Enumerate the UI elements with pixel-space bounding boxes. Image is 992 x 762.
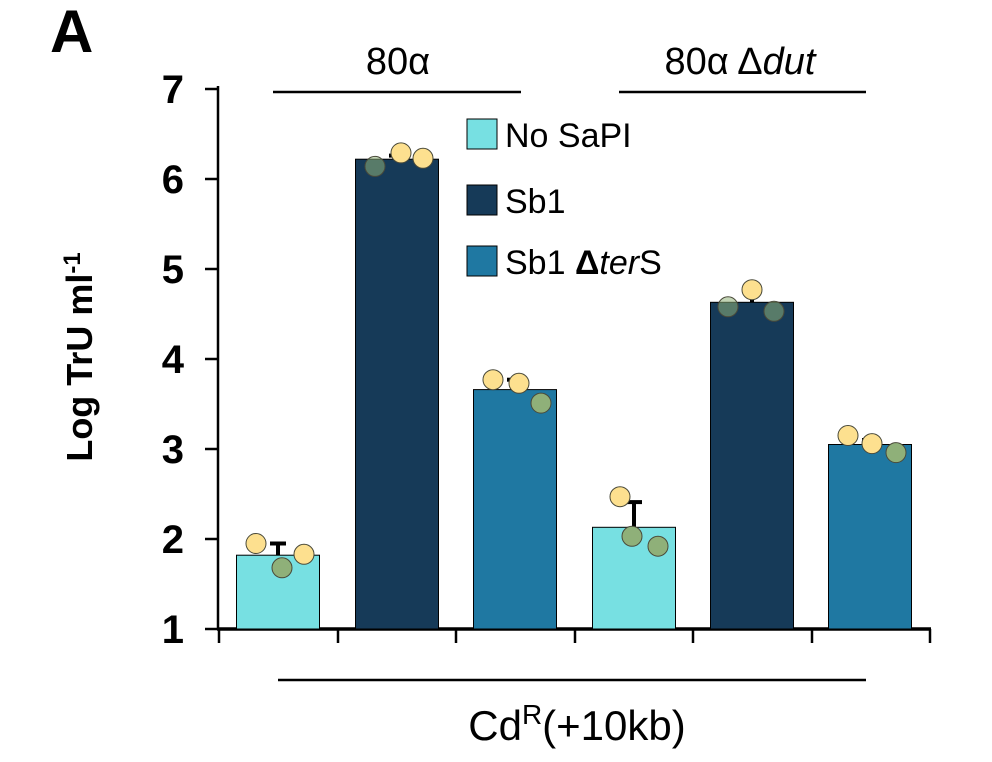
x-ticks bbox=[217, 629, 932, 643]
data-point bbox=[609, 486, 631, 508]
y-axis-label: Log TrU ml-1 bbox=[59, 252, 100, 461]
data-point bbox=[763, 300, 785, 322]
data-point bbox=[861, 433, 883, 455]
legend-label-sb1-ters: Sb1 ΔterS bbox=[505, 244, 662, 282]
data-points bbox=[245, 142, 907, 579]
y-ticks: 1 2 3 4 5 6 7 bbox=[162, 68, 218, 652]
bar-sb1-ters-group1 bbox=[473, 389, 557, 630]
data-point bbox=[293, 543, 315, 565]
y-tick-label: 6 bbox=[162, 158, 184, 202]
legend-label-no-sapi: No SaPI bbox=[505, 117, 632, 155]
y-tick-label: 7 bbox=[162, 68, 184, 112]
data-point bbox=[364, 155, 386, 177]
bar-sb1-group1 bbox=[355, 158, 439, 630]
y-tick-label: 5 bbox=[162, 248, 184, 292]
x-group-label: CdR(+10kb) bbox=[468, 699, 686, 749]
group-label-80a: 80α bbox=[366, 41, 430, 83]
data-point bbox=[647, 535, 669, 557]
y-tick-label: 1 bbox=[162, 608, 184, 652]
legend-swatch-no-sapi bbox=[466, 118, 498, 150]
bar-sb1-group2 bbox=[710, 301, 794, 630]
data-point bbox=[741, 279, 763, 301]
legend-label-sb1: Sb1 bbox=[505, 183, 566, 221]
legend: No SaPI Sb1 Sb1 ΔterS bbox=[466, 117, 662, 282]
group-label-80a-dut: 80α Δdut bbox=[665, 41, 817, 83]
data-point bbox=[482, 369, 504, 391]
y-tick-label: 2 bbox=[162, 518, 184, 562]
bars bbox=[236, 153, 912, 630]
data-point bbox=[837, 425, 859, 446]
data-point bbox=[245, 533, 267, 554]
y-tick-label: 4 bbox=[162, 338, 185, 382]
y-tick-label: 3 bbox=[162, 428, 184, 472]
data-point bbox=[412, 147, 434, 169]
data-point bbox=[390, 142, 412, 164]
legend-swatch-sb1 bbox=[466, 184, 498, 216]
data-point bbox=[885, 442, 907, 464]
data-point bbox=[621, 525, 643, 547]
data-point bbox=[271, 557, 293, 579]
data-point bbox=[508, 372, 530, 394]
legend-swatch-sb1-ters bbox=[466, 245, 498, 277]
data-point bbox=[530, 392, 552, 414]
bar-sb1-ters-group2 bbox=[828, 444, 912, 630]
data-point bbox=[717, 296, 739, 318]
panel-label: A bbox=[50, 0, 93, 65]
